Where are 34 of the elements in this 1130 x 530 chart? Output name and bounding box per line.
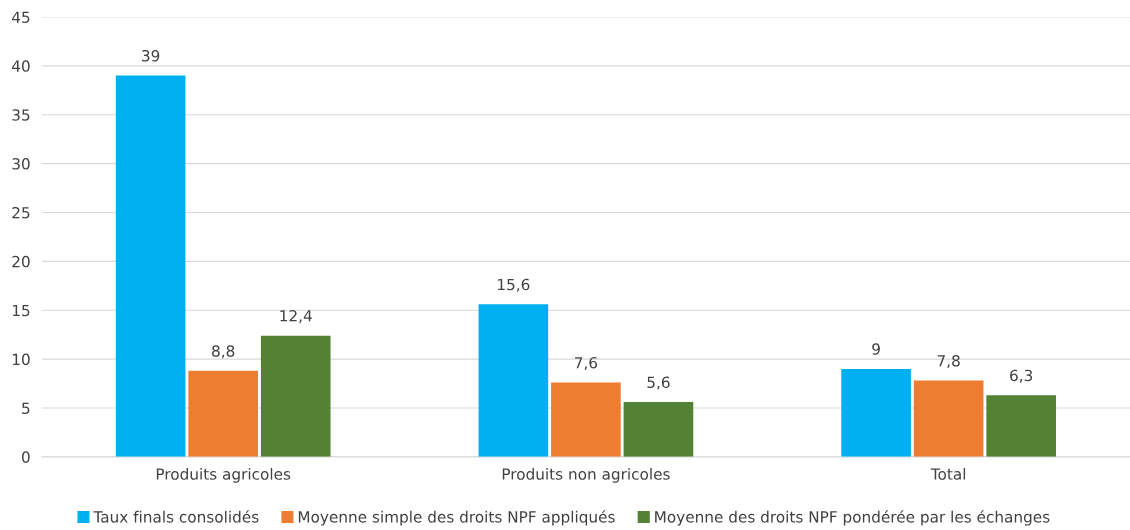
bar xyxy=(841,368,911,457)
legend-label: Moyenne simple des droits NPF appliqués xyxy=(298,510,615,526)
y-tick-label: 5 xyxy=(22,402,30,414)
legend-label: Moyenne des droits NPF pondérée par les échanges xyxy=(655,510,1050,526)
legend-label: Taux finals consolidés xyxy=(93,510,259,523)
x-tick-label: Produits non agricoles xyxy=(502,467,670,483)
bar xyxy=(623,402,694,457)
y-tick-label: 35 xyxy=(12,109,30,121)
data-label: 12,4 xyxy=(280,310,312,324)
bar xyxy=(986,395,1056,457)
data-label: 39 xyxy=(142,49,160,62)
data-label: 5,6 xyxy=(647,376,670,390)
bar xyxy=(260,335,331,457)
bar xyxy=(913,380,984,457)
y-tick-label: 15 xyxy=(12,304,30,317)
y-tick-label: 0 xyxy=(21,451,30,463)
y-tick-label: 40 xyxy=(12,60,30,72)
y-tick-label: 20 xyxy=(12,255,30,268)
data-label: 7,6 xyxy=(575,356,598,371)
bar xyxy=(478,304,549,457)
x-tick-label: Produits agricoles xyxy=(156,467,291,483)
y-tick-label: 25 xyxy=(12,206,30,219)
y-tick-label: 45 xyxy=(12,11,30,23)
y-tick-label: 10 xyxy=(12,353,30,366)
bar xyxy=(115,75,186,457)
bar xyxy=(551,382,621,457)
data-label: 8,8 xyxy=(212,345,235,359)
data-label: 6,3 xyxy=(1010,369,1033,383)
data-label: 15,6 xyxy=(498,278,530,292)
x-tick-label: Total xyxy=(930,467,966,480)
data-label: 7,8 xyxy=(937,354,960,369)
data-label: 9 xyxy=(872,343,880,355)
y-tick-label: 30 xyxy=(12,158,30,170)
bar xyxy=(188,370,258,457)
